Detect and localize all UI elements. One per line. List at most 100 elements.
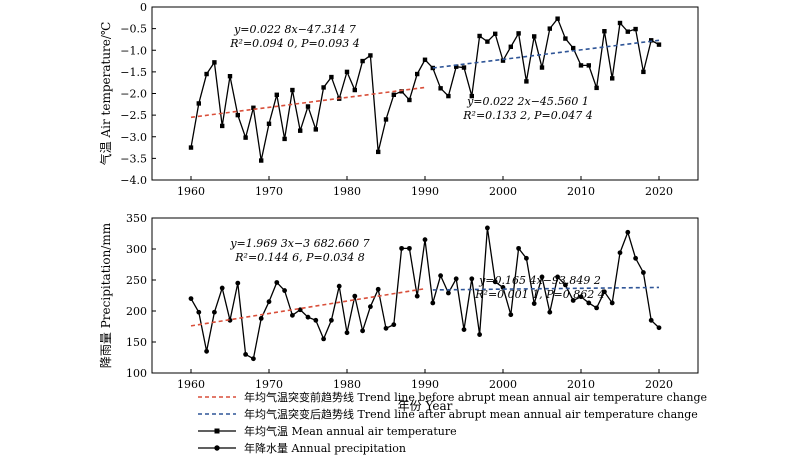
data-point bbox=[508, 312, 514, 318]
data-point bbox=[547, 26, 552, 31]
data-point bbox=[469, 276, 475, 282]
data-point bbox=[344, 69, 350, 75]
data-point bbox=[196, 309, 202, 315]
data-point bbox=[329, 317, 334, 323]
data-point bbox=[235, 280, 241, 286]
data-point bbox=[508, 44, 513, 49]
data-point bbox=[219, 285, 225, 291]
y-tick-label: −1.0 bbox=[120, 44, 147, 57]
data-point bbox=[586, 63, 591, 68]
legend-marker bbox=[214, 428, 220, 434]
data-point bbox=[297, 307, 303, 313]
data-point bbox=[329, 74, 334, 80]
data-point bbox=[602, 289, 607, 295]
data-point bbox=[649, 38, 654, 43]
data-point bbox=[430, 65, 435, 71]
data-point bbox=[290, 312, 295, 318]
data-point bbox=[352, 293, 358, 299]
data-point bbox=[594, 305, 599, 311]
legend-label: 年均气温 Mean annual air temperature bbox=[244, 424, 457, 438]
data-point bbox=[594, 85, 599, 91]
data-point bbox=[570, 298, 576, 303]
data-point bbox=[524, 79, 529, 84]
trend-line bbox=[432, 39, 660, 69]
y-tick-label: −4.0 bbox=[120, 174, 147, 187]
data-point bbox=[641, 69, 646, 75]
regression-annotation: y=0.165 4x−93.849 2 bbox=[478, 274, 601, 287]
data-point bbox=[258, 316, 264, 321]
data-point bbox=[438, 273, 443, 279]
x-tick-label: 2020 bbox=[645, 185, 673, 198]
data-point bbox=[430, 300, 436, 306]
legend-marker bbox=[214, 445, 220, 451]
x-tick-label: 1980 bbox=[333, 378, 361, 391]
y-tick-label: −0.5 bbox=[120, 23, 147, 36]
data-point bbox=[344, 330, 350, 336]
data-point bbox=[391, 322, 397, 328]
data-point bbox=[633, 255, 638, 261]
regression-annotation: y=1.969 3x−3 682.660 7 bbox=[229, 237, 369, 250]
data-point bbox=[578, 63, 584, 68]
data-point bbox=[446, 290, 451, 296]
data-point bbox=[274, 92, 279, 97]
y-tick-label: −3.5 bbox=[120, 152, 147, 165]
trend-line bbox=[190, 86, 426, 119]
data-point bbox=[539, 65, 545, 70]
data-point bbox=[399, 89, 404, 94]
data-point bbox=[243, 135, 248, 140]
data-point bbox=[446, 93, 451, 99]
data-point bbox=[352, 87, 357, 93]
y-tick-label: −2.5 bbox=[120, 109, 147, 122]
y-axis-title: 气温 Air temperature/℃ bbox=[98, 22, 113, 166]
data-point bbox=[188, 296, 194, 301]
data-point bbox=[555, 16, 560, 21]
data-point bbox=[500, 58, 506, 63]
data-point bbox=[415, 71, 420, 77]
data-point bbox=[531, 301, 537, 306]
data-point bbox=[282, 136, 287, 142]
data-point bbox=[376, 149, 381, 155]
data-point bbox=[321, 85, 326, 90]
regression-annotation: y=0.022 8x−47.314 7 bbox=[233, 23, 356, 36]
data-point bbox=[204, 71, 209, 77]
data-point bbox=[212, 60, 217, 65]
regression-annotation: R²=0.144 6, P=0.034 8 bbox=[234, 251, 365, 264]
data-point bbox=[321, 336, 326, 342]
data-point bbox=[422, 57, 428, 62]
data-point bbox=[243, 352, 249, 357]
y-tick-label: 0 bbox=[140, 1, 147, 14]
legend-label: 年降水量 Annual precipitation bbox=[244, 441, 406, 455]
data-point bbox=[383, 325, 389, 331]
data-point bbox=[313, 317, 319, 323]
y-tick-label: −1.5 bbox=[120, 66, 147, 79]
data-point bbox=[477, 332, 482, 337]
x-tick-label: 1980 bbox=[333, 185, 361, 198]
data-point bbox=[485, 225, 490, 231]
data-point bbox=[235, 112, 240, 118]
data-point bbox=[609, 300, 615, 306]
data-point bbox=[516, 31, 521, 36]
data-point bbox=[454, 64, 459, 69]
data-point bbox=[633, 26, 638, 32]
data-point bbox=[578, 294, 584, 300]
data-point bbox=[555, 274, 560, 280]
data-point bbox=[453, 276, 459, 282]
data-point bbox=[469, 93, 474, 99]
data-point bbox=[524, 255, 529, 261]
data-point bbox=[563, 36, 568, 41]
data-point bbox=[610, 76, 615, 81]
data-point bbox=[391, 92, 396, 97]
regression-annotation: y=0.022 2x−45.560 1 bbox=[466, 95, 589, 108]
x-tick-label: 2000 bbox=[489, 378, 517, 391]
legend-label: 年均气温突变后趋势线 Trend line after abrupt mean … bbox=[244, 407, 698, 421]
data-point bbox=[368, 53, 373, 58]
y-tick-label: 100 bbox=[126, 367, 147, 380]
data-point bbox=[547, 309, 553, 315]
x-tick-label: 1960 bbox=[177, 378, 205, 391]
data-point bbox=[220, 123, 225, 129]
data-point bbox=[305, 104, 311, 109]
data-point bbox=[625, 229, 631, 235]
regression-annotation: R²=0.133 2, P=0.047 4 bbox=[462, 109, 593, 122]
data-point bbox=[368, 304, 373, 310]
